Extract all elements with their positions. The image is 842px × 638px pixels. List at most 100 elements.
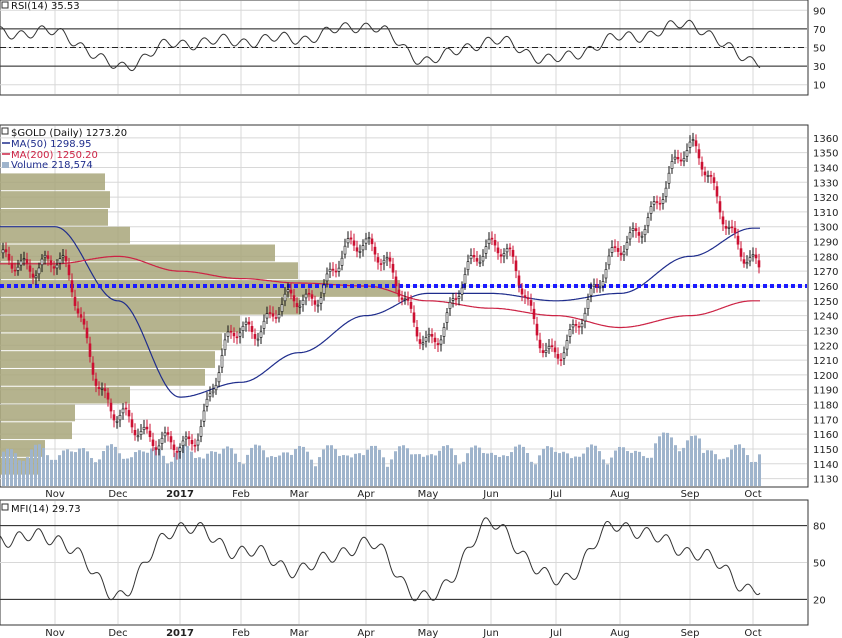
candle-body xyxy=(490,237,494,240)
candle-body xyxy=(481,256,485,262)
candle-body xyxy=(142,426,146,430)
volume-profile-bar xyxy=(0,173,105,191)
candle-body xyxy=(13,269,17,272)
candle-body xyxy=(211,390,215,394)
volume-bar xyxy=(54,459,57,486)
candle-body xyxy=(163,432,167,437)
volume-bar xyxy=(618,446,621,486)
rsi-line xyxy=(0,19,761,72)
month-label: Oct xyxy=(744,628,761,638)
candle-body xyxy=(598,286,602,289)
price-title: $GOLD (Daily) 1273.20 xyxy=(11,128,127,139)
candle-body xyxy=(61,255,65,258)
volume-bar xyxy=(698,438,701,486)
candle-body xyxy=(358,251,362,253)
candle-body xyxy=(391,263,395,273)
price-tick-label: 1130 xyxy=(813,475,838,486)
volume-bar xyxy=(714,454,717,486)
candle-body xyxy=(550,345,554,348)
volume-bar xyxy=(322,449,325,486)
candle-body xyxy=(196,439,200,446)
volume-bar xyxy=(306,451,309,486)
candle-body xyxy=(367,237,371,239)
volume-bar xyxy=(594,445,597,486)
volume-bar xyxy=(542,448,545,486)
candle-body xyxy=(349,237,353,240)
volume-bar xyxy=(426,455,429,486)
volume-bar xyxy=(62,450,65,486)
volume-bar xyxy=(522,446,525,486)
candle-body xyxy=(277,314,281,319)
volume-bar xyxy=(6,448,9,486)
candle-body xyxy=(514,260,518,272)
volume-bar xyxy=(382,457,385,486)
volume-bar xyxy=(486,453,489,486)
price-tick-label: 1360 xyxy=(813,134,838,145)
price-tick-label: 1260 xyxy=(813,282,838,293)
candle-body xyxy=(742,259,746,264)
candle-body xyxy=(235,336,239,339)
candle-body xyxy=(4,249,8,253)
month-label: Mar xyxy=(290,628,310,638)
candle-body xyxy=(238,332,242,337)
candle-body xyxy=(328,268,332,272)
candle-body xyxy=(364,238,368,244)
volume-bar xyxy=(666,432,669,486)
candle-body xyxy=(229,330,233,333)
candle-body xyxy=(331,268,335,271)
candle-body xyxy=(667,172,671,184)
candle-body xyxy=(733,227,737,234)
volume-bar xyxy=(442,446,445,486)
candle-body xyxy=(313,300,317,305)
candle-body xyxy=(556,353,560,359)
candle-body xyxy=(178,447,182,452)
month-label: Sep xyxy=(681,489,700,500)
volume-bar xyxy=(754,461,757,486)
candle-body xyxy=(604,269,608,279)
candle-body xyxy=(643,229,647,236)
volume-bar xyxy=(106,445,109,486)
volume-bar xyxy=(358,453,361,486)
volume-bar xyxy=(58,455,61,486)
candle-body xyxy=(361,245,365,251)
candle-body xyxy=(487,238,491,244)
candle-body xyxy=(439,339,443,345)
candle-body xyxy=(322,284,326,294)
candle-body xyxy=(553,347,557,353)
volume-bar xyxy=(254,444,257,486)
axis-ticks: Nov Nov Dec Dec 2017 2017 Feb Feb Mar Mar Apr Apr Ma… xyxy=(45,6,838,638)
month-label: Feb xyxy=(232,489,250,500)
volume-bar xyxy=(590,444,593,486)
candle-body xyxy=(661,199,665,204)
volume-bar xyxy=(534,464,537,486)
volume-bar xyxy=(386,466,389,486)
candle-body xyxy=(670,161,674,169)
volume-bar xyxy=(446,445,449,486)
volume-bar xyxy=(346,455,349,486)
candle-body xyxy=(10,262,14,269)
volume-bar xyxy=(430,454,433,486)
volume-legend: Volume 218,574 xyxy=(11,160,93,171)
candle-body xyxy=(115,420,119,423)
candle-body xyxy=(544,349,548,353)
mfi-legend: MFI(14) 29.73 xyxy=(1,503,81,515)
candle-body xyxy=(112,414,116,421)
month-label: Aug xyxy=(610,628,630,638)
price-tick-label: 1310 xyxy=(813,208,838,219)
volume-bar xyxy=(758,454,761,486)
candle-body xyxy=(631,228,635,231)
candle-body xyxy=(574,324,578,326)
candle-body xyxy=(700,161,704,170)
volume-bar xyxy=(326,445,329,486)
candle-body xyxy=(586,299,590,309)
volume-bar xyxy=(46,455,49,486)
candle-body xyxy=(334,270,338,273)
candle-body xyxy=(262,320,266,329)
volume-bar xyxy=(470,447,473,486)
volume-bar xyxy=(674,445,677,486)
candle-body xyxy=(562,352,566,359)
candle-body xyxy=(43,255,47,258)
candle-body xyxy=(508,247,512,250)
candle-body xyxy=(400,297,404,300)
candle-body xyxy=(601,281,605,287)
